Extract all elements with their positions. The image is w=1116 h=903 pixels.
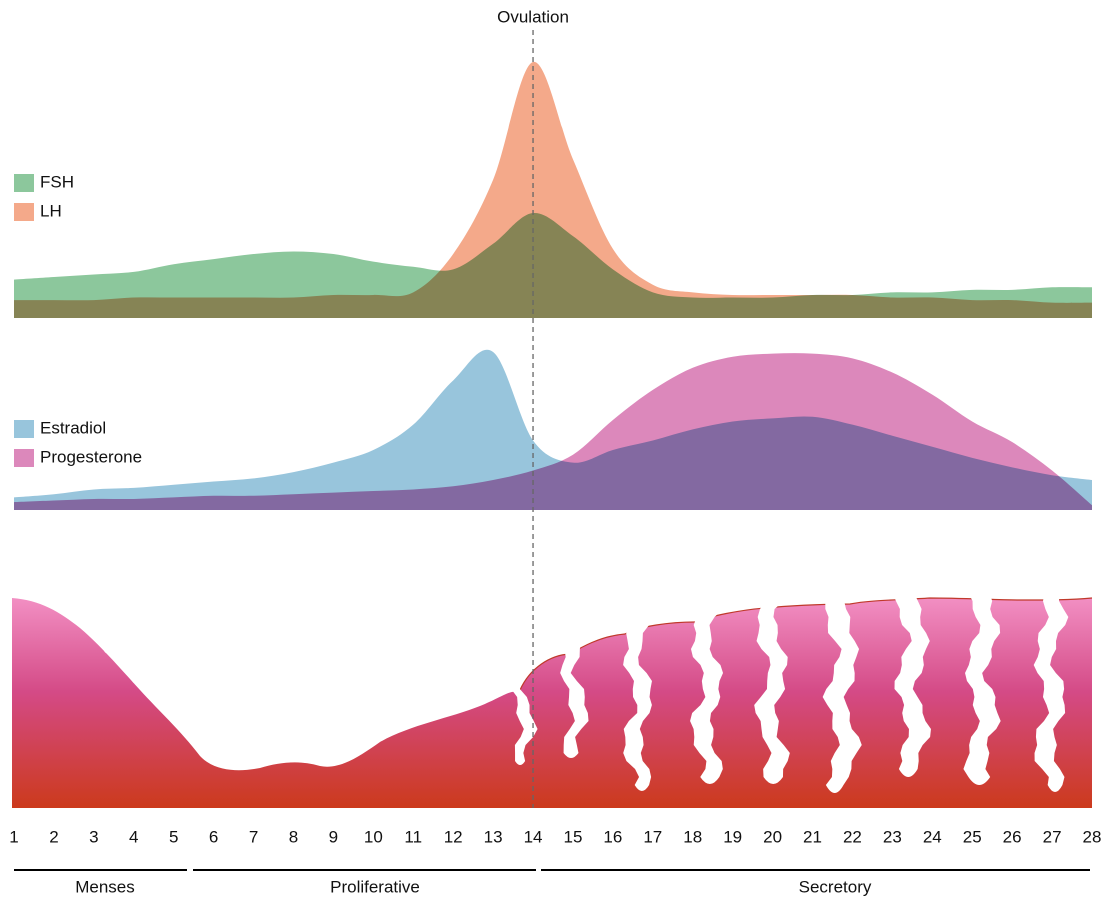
x-tick-label: 26 [1003, 827, 1022, 846]
phase-bars: Menses Proliferative Secretory [14, 870, 1090, 896]
phase-label: Secretory [799, 877, 872, 896]
x-tick-label: 9 [329, 827, 338, 846]
shed-fragment [104, 646, 116, 654]
x-tick-label: 20 [763, 827, 782, 846]
x-tick-label: 1 [9, 827, 18, 846]
legend-swatch [14, 449, 34, 467]
x-tick-label: 21 [803, 827, 822, 846]
panel [14, 350, 1092, 510]
shed-fragment [101, 640, 107, 644]
x-tick-label: 22 [843, 827, 862, 846]
x-tick-label: 8 [289, 827, 298, 846]
x-tick-label: 6 [209, 827, 218, 846]
endometrium [12, 585, 1092, 808]
endometrium-tissue [12, 598, 1092, 808]
x-tick-label: 7 [249, 827, 258, 846]
ovulation-label: Ovulation [497, 7, 569, 26]
x-tick-label: 2 [49, 827, 58, 846]
x-tick-label: 5 [169, 827, 178, 846]
shed-fragment [73, 615, 83, 621]
shed-fragment [88, 630, 96, 636]
x-tick-label: 15 [564, 827, 583, 846]
shed-fragment [117, 659, 127, 665]
x-tick-label: 27 [1043, 827, 1062, 846]
x-tick-label: 13 [484, 827, 503, 846]
shed-fragment [132, 676, 144, 684]
legend-swatch [14, 420, 34, 438]
x-tick-label: 19 [723, 827, 742, 846]
legend-swatch [14, 174, 34, 192]
legend-label: LH [40, 201, 62, 220]
x-tick-label: 12 [444, 827, 463, 846]
x-tick-label: 14 [524, 827, 543, 846]
phase-label: Menses [75, 877, 135, 896]
legend-swatch [14, 203, 34, 221]
x-tick-label: 18 [683, 827, 702, 846]
legend-label: Progesterone [40, 447, 142, 466]
x-tick-label: 17 [643, 827, 662, 846]
x-tick-label: 25 [963, 827, 982, 846]
x-tick-label: 3 [89, 827, 98, 846]
phase-label: Proliferative [330, 877, 420, 896]
x-tick-label: 4 [129, 827, 138, 846]
x-tick-label: 16 [603, 827, 622, 846]
x-tick-label: 10 [364, 827, 383, 846]
x-tick-label: 28 [1083, 827, 1102, 846]
legend-label: Estradiol [40, 418, 106, 437]
x-tick-label: 11 [404, 827, 422, 846]
legend-label: FSH [40, 172, 74, 191]
chart: Menses Proliferative Secretory 123456789… [0, 0, 1116, 903]
x-tick-label: 24 [923, 827, 942, 846]
x-tick-label: 23 [883, 827, 902, 846]
shed-fragment [54, 599, 66, 607]
panel [14, 62, 1092, 318]
